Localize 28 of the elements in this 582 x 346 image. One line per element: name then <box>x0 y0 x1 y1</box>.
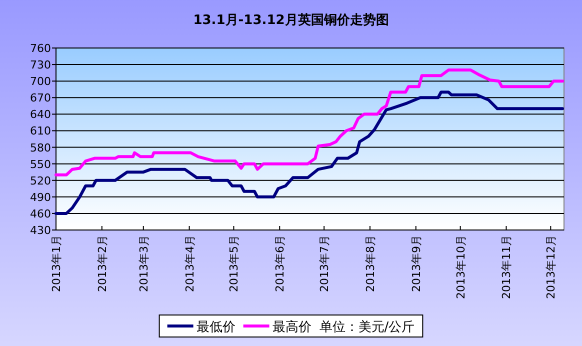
y-tick-label: 520 <box>30 174 51 188</box>
x-tick-label: 2013年2月 <box>96 235 109 292</box>
y-tick-label: 700 <box>30 75 51 88</box>
x-tick-label: 2013年3月 <box>137 235 150 292</box>
y-tick-label: 430 <box>30 224 51 237</box>
x-tick-label: 2013年10月 <box>454 235 468 299</box>
legend-label: 最低价 <box>196 320 236 335</box>
y-tick-label: 490 <box>30 190 51 204</box>
y-tick-label: 580 <box>30 141 51 154</box>
x-tick-label: 2013年5月 <box>228 235 241 292</box>
y-tick-label: 670 <box>30 92 51 105</box>
x-tick-label: 2013年4月 <box>183 235 196 292</box>
y-tick-label: 730 <box>30 58 51 72</box>
y-tick-label: 460 <box>30 207 51 220</box>
x-tick-label: 2013年12月 <box>544 235 558 299</box>
x-tick-label: 2013年7月 <box>318 235 332 292</box>
x-tick-label: 2013年6月 <box>274 235 287 292</box>
x-tick-label: 2013年1月 <box>50 235 63 292</box>
x-tick-label: 2013年8月 <box>364 235 377 292</box>
text: 单位：美元/公斤 <box>319 320 415 335</box>
y-tick-label: 550 <box>30 158 51 171</box>
legend-label: 最高价 <box>272 319 312 335</box>
x-tick-label: 2013年11月 <box>500 235 514 299</box>
y-tick-label: 610 <box>30 124 51 138</box>
x-tick-label: 2013年9月 <box>410 235 423 292</box>
chart-title: 13.1月-13.12月英国铜价走势图 <box>193 12 389 28</box>
y-tick-label: 640 <box>30 108 51 122</box>
y-tick-label: 760 <box>30 42 51 55</box>
